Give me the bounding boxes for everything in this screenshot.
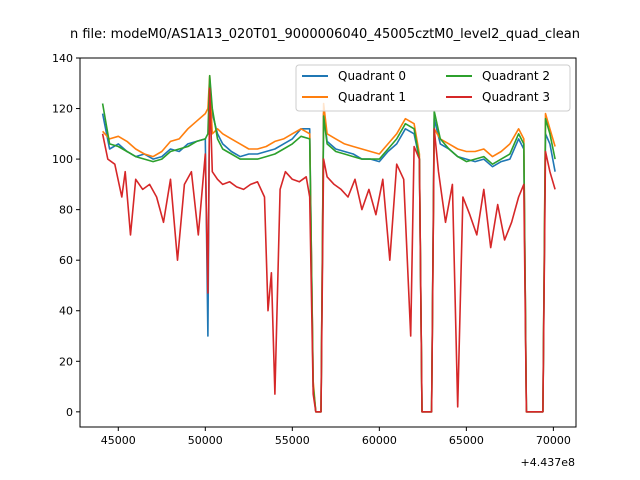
y-tick-label: 0 xyxy=(66,406,73,419)
series-line-quadrant-0 xyxy=(101,82,556,413)
x-tick-label: 45000 xyxy=(101,434,136,447)
legend: Quadrant 0 Quadrant 1 Quadrant 2 Quadrant 3 xyxy=(295,64,571,112)
legend-label-quadrant-3: Quadrant 3 xyxy=(482,90,550,104)
x-tick-label: 65000 xyxy=(449,434,484,447)
axes-frame xyxy=(79,57,577,428)
x-tick-label: 70000 xyxy=(536,434,571,447)
series-line-quadrant-2 xyxy=(101,74,556,413)
y-tick-label: 20 xyxy=(59,355,73,368)
series-line-quadrant-3 xyxy=(101,87,556,413)
x-tick-label: 50000 xyxy=(188,434,223,447)
plot-area xyxy=(101,74,556,413)
y-axis: 0 20 40 60 80 100 120 140 xyxy=(52,52,80,419)
legend-label-quadrant-2: Quadrant 2 xyxy=(482,69,550,83)
x-axis-offset-label: +4.437e8 xyxy=(521,456,575,469)
legend-box xyxy=(295,64,571,112)
y-tick-label: 60 xyxy=(59,254,73,267)
y-tick-label: 80 xyxy=(59,204,73,217)
legend-label-quadrant-1: Quadrant 1 xyxy=(338,90,406,104)
chart-title: n file: modeM0/AS1A13_020T01_9000006040_… xyxy=(70,27,580,42)
x-tick-label: 60000 xyxy=(362,434,397,447)
y-tick-label: 120 xyxy=(52,103,73,116)
x-tick-label: 55000 xyxy=(275,434,310,447)
series-line-quadrant-1 xyxy=(102,74,556,413)
x-axis: 45000 50000 55000 60000 65000 70000 xyxy=(101,427,571,447)
y-tick-label: 140 xyxy=(52,52,73,65)
y-tick-label: 40 xyxy=(59,305,73,318)
legend-label-quadrant-0: Quadrant 0 xyxy=(338,69,406,83)
y-tick-label: 100 xyxy=(52,153,73,166)
